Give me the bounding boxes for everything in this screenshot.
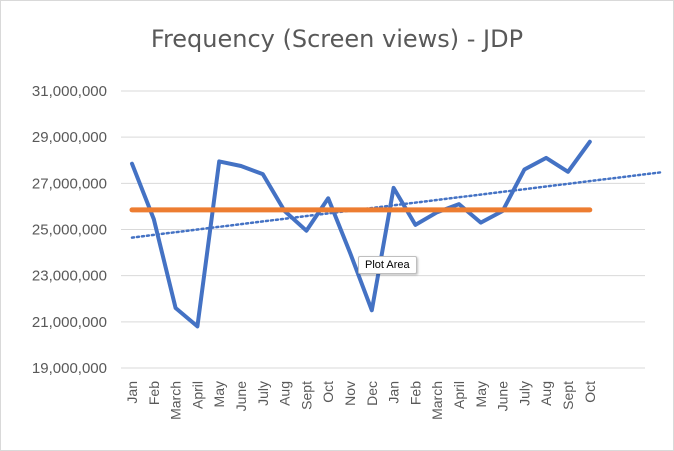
x-tick-label: July — [516, 381, 532, 406]
x-tick-label: June — [495, 381, 511, 412]
x-tick-label: Oct — [582, 381, 598, 403]
x-tick-label: Dec — [364, 381, 380, 406]
x-tick-label: Sept — [560, 381, 576, 410]
trendline — [130, 170, 663, 239]
series-line-screen-views — [130, 139, 592, 329]
chart-title: Frequency (Screen views) - JDP — [150, 25, 524, 53]
x-tick-label: July — [255, 381, 271, 406]
x-tick-label: May — [473, 381, 489, 407]
x-tick-label: Feb — [407, 381, 423, 405]
y-tick-label: 29,000,000 — [32, 129, 107, 146]
x-tick-label: Jan — [124, 381, 140, 404]
x-tick-label: May — [211, 381, 227, 407]
y-tick-label: 19,000,000 — [32, 360, 107, 377]
y-tick-label: 31,000,000 — [32, 83, 107, 100]
x-tick-label: Nov — [342, 381, 358, 406]
x-tick-label: Aug — [277, 381, 293, 406]
x-tick-label: April — [451, 381, 467, 409]
y-tick-label: 23,000,000 — [32, 268, 107, 285]
x-tick-label: Sept — [298, 381, 314, 410]
x-tick-label: April — [189, 381, 205, 409]
x-tick-label: March — [168, 381, 184, 420]
x-tick-label: Feb — [146, 381, 162, 405]
x-tick-label: Aug — [538, 381, 554, 406]
y-tick-label: 27,000,000 — [32, 175, 107, 192]
y-tick-label: 25,000,000 — [32, 222, 107, 239]
plot-area-tooltip: Plot Area — [358, 256, 417, 274]
x-tick-label: Oct — [320, 381, 336, 403]
y-tick-label: 21,000,000 — [32, 314, 107, 331]
x-tick-label: Jan — [386, 381, 402, 404]
x-tick-label: June — [233, 381, 249, 412]
x-tick-label: March — [429, 381, 445, 420]
